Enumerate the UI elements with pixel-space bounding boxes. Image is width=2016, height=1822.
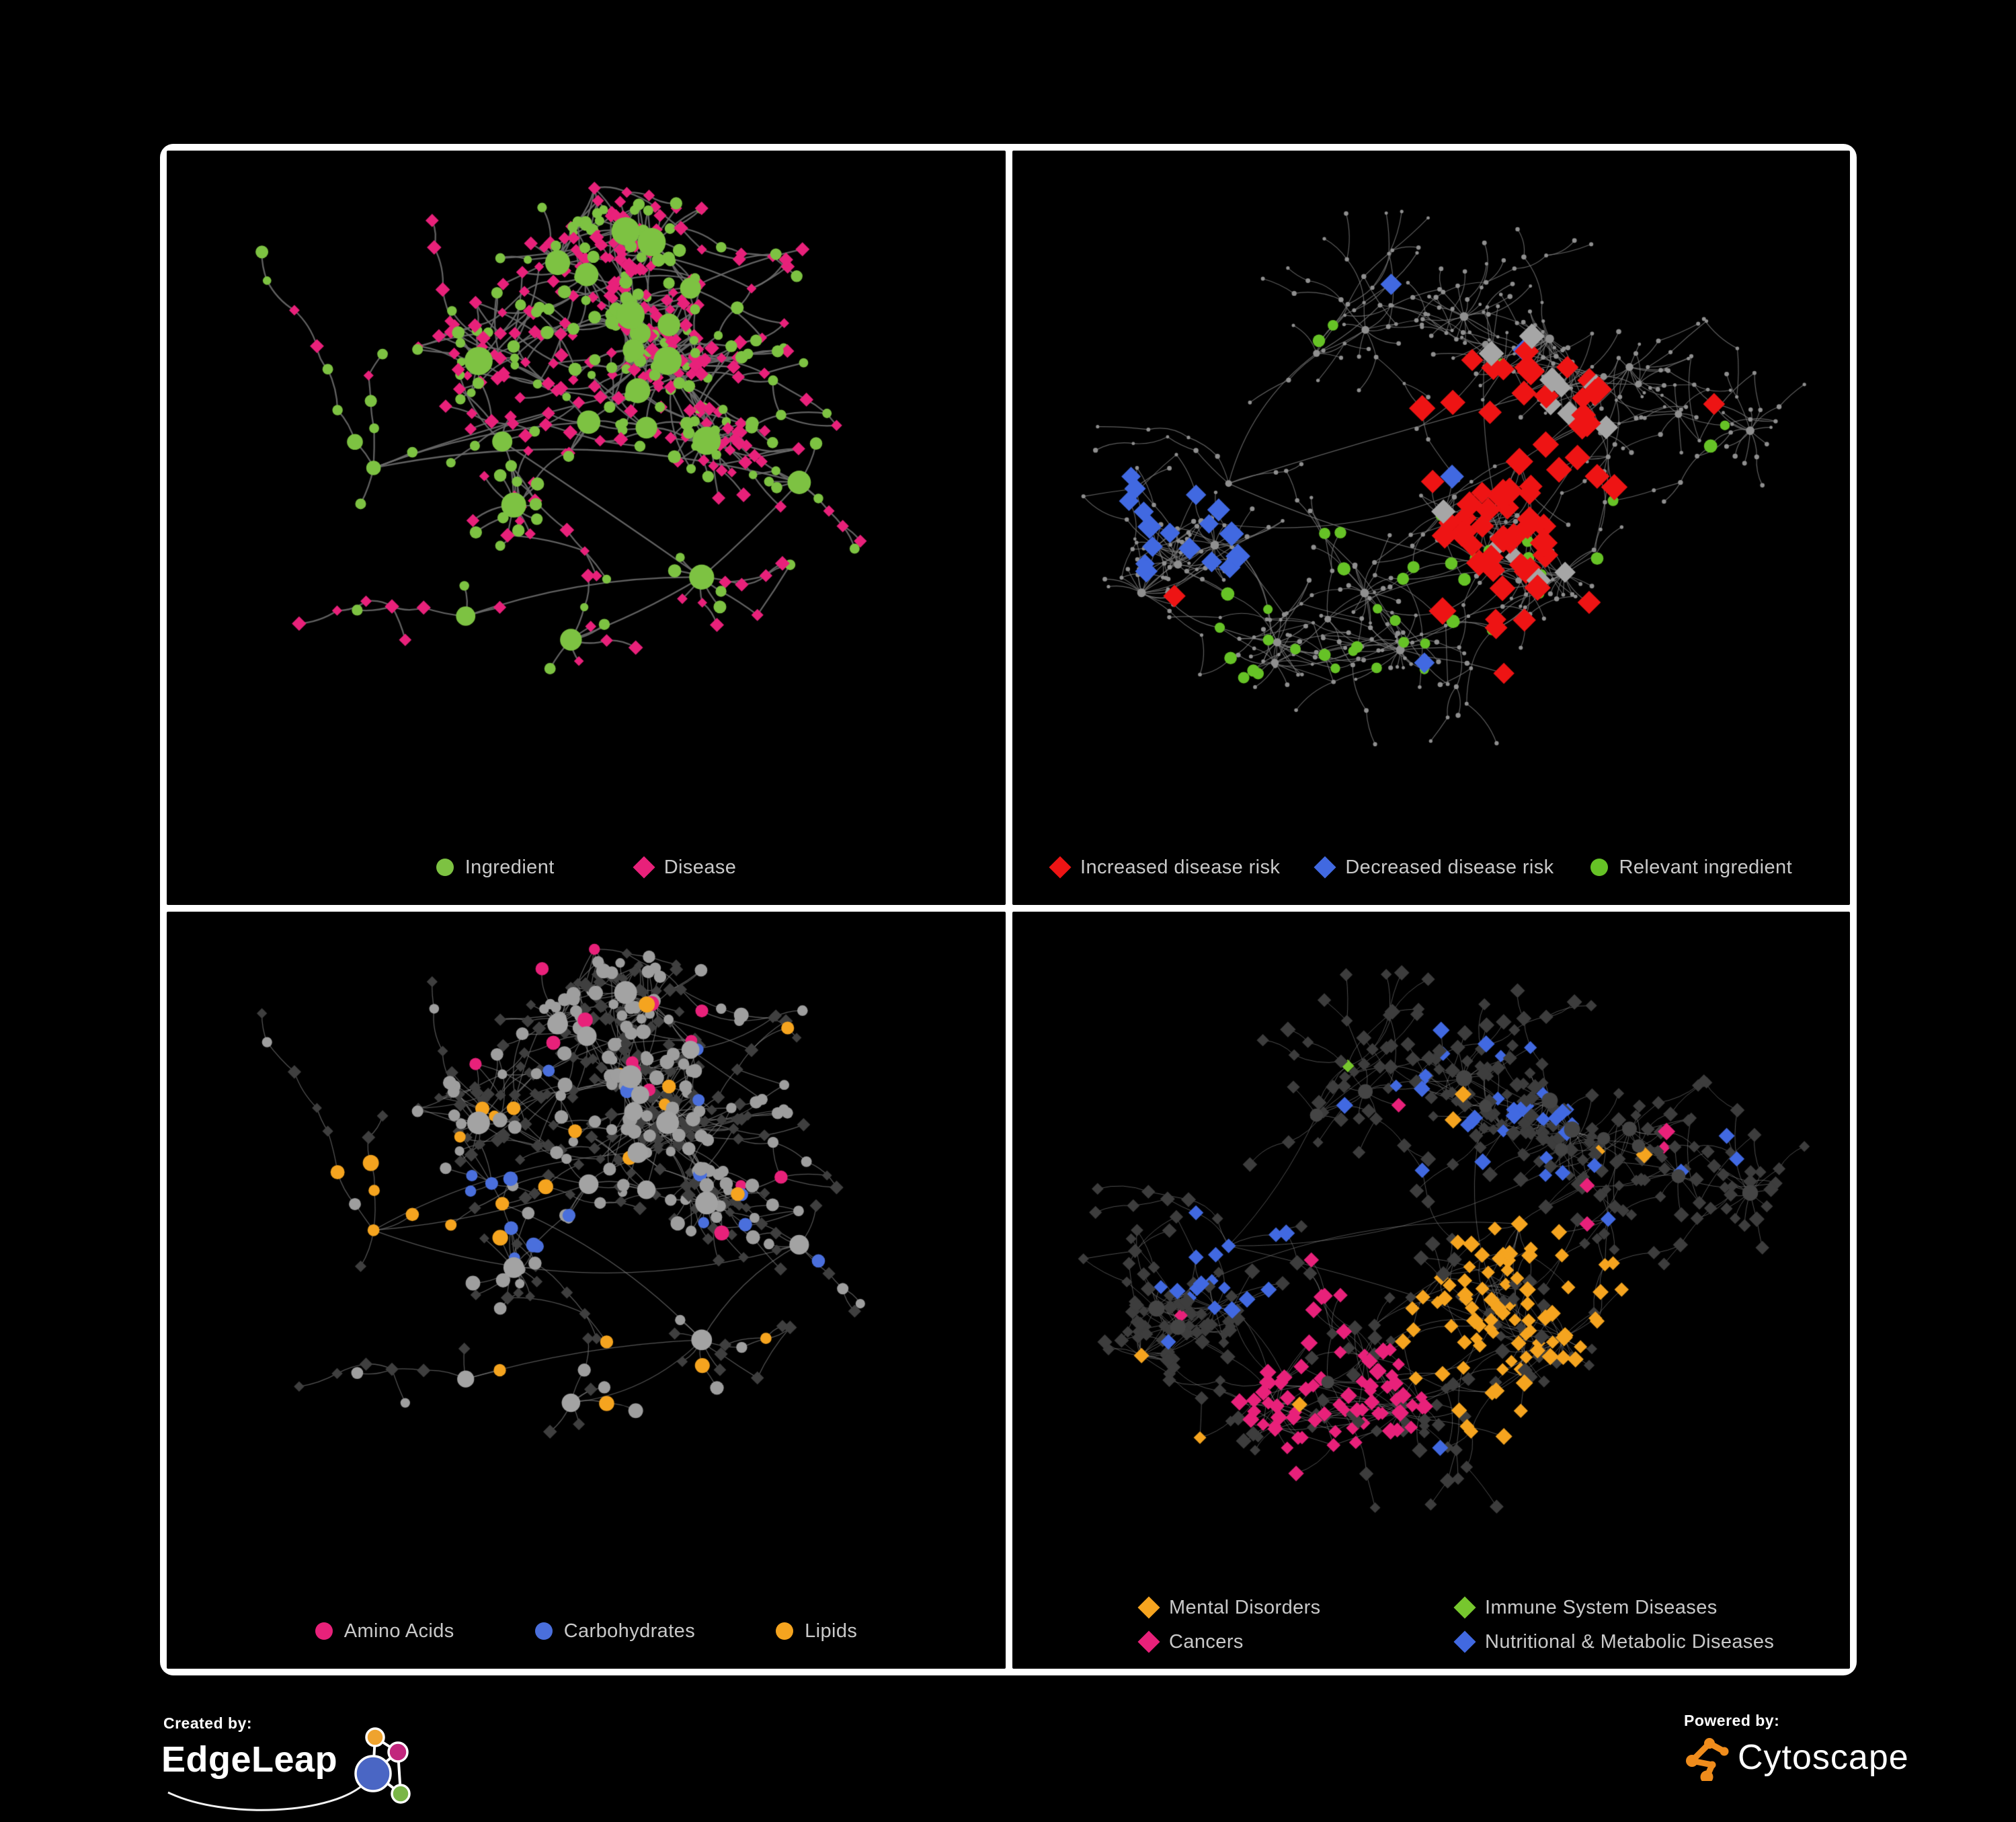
edgeleap-logo	[167, 1727, 411, 1811]
diamond-swatch	[1137, 1596, 1160, 1619]
network-graph-disease-risk	[1012, 151, 1850, 905]
cytoscape-brand: Cytoscape	[1738, 1738, 1909, 1777]
circle-swatch	[315, 1622, 333, 1640]
created-by-label: Created by:	[163, 1714, 253, 1732]
cytoscape-logo	[1686, 1738, 1729, 1781]
legend-item-amino-acids: Amino Acids	[315, 1619, 454, 1643]
edgeleap-node-magenta	[387, 1741, 409, 1763]
legend-item-increased-disease-risk: Increased disease risk	[1049, 855, 1281, 879]
legend-item-disease: Disease	[633, 855, 737, 879]
legend-item-lipids: Lipids	[776, 1619, 857, 1643]
legend-item-nutritional-metabolic-diseases: Nutritional & Metabolic Diseases	[1453, 1630, 1775, 1654]
edgeleap-node-orange	[365, 1727, 385, 1747]
legend-label: Lipids	[805, 1620, 858, 1642]
diamond-swatch	[1049, 856, 1072, 879]
legend-label: Ingredient	[465, 856, 555, 878]
legend-ingredient-disease: Ingredient Disease	[167, 855, 1006, 879]
legend-item-immune-system-diseases: Immune System Diseases	[1453, 1595, 1772, 1620]
legend-label: Mental Disorders	[1169, 1596, 1321, 1618]
legend-item-cancers: Cancers	[1137, 1630, 1456, 1654]
network-graph-ingredient-disease	[167, 151, 1006, 905]
diamond-swatch	[1137, 1630, 1160, 1653]
legend-item-decreased-disease-risk: Decreased disease risk	[1314, 855, 1554, 879]
powered-by-block: Powered by: Cytoscape	[1684, 1712, 1966, 1806]
legend-label: Immune System Diseases	[1485, 1596, 1718, 1618]
edgeleap-node-green	[391, 1784, 411, 1804]
legend-label: Relevant ingredient	[1619, 856, 1793, 878]
legend-item-mental-disorders: Mental Disorders	[1137, 1595, 1456, 1620]
legend-item-relevant-ingredient: Relevant ingredient	[1590, 855, 1792, 879]
legend-label: Increased disease risk	[1080, 856, 1281, 878]
edgeleap-node-blue	[354, 1755, 392, 1792]
network-panel-nutrient-classes: Amino Acids Carbohydrates Lipids	[167, 912, 1006, 1669]
legend-disease-classes: Mental Disorders Immune System Diseases Ca…	[1137, 1595, 1775, 1654]
circle-swatch	[1590, 859, 1608, 876]
legend-label: Nutritional & Metabolic Diseases	[1485, 1630, 1775, 1653]
edgeleap-brand: EdgeLeap	[161, 1739, 338, 1780]
powered-by-label: Powered by:	[1684, 1712, 1780, 1729]
legend-item-carbohydrates: Carbohydrates	[534, 1619, 696, 1643]
created-by-block: Created by: EdgeLeap	[161, 1714, 450, 1822]
network-graph-disease-classes	[1012, 912, 1850, 1669]
panel-grid: Ingredient Disease Increased disease risk…	[160, 144, 1857, 1675]
diamond-swatch	[1453, 1630, 1476, 1653]
diamond-swatch	[633, 856, 655, 879]
legend-label: Decreased disease risk	[1345, 856, 1554, 878]
legend-disease-risk: Increased disease risk Decreased disease …	[1049, 855, 1792, 879]
diamond-swatch	[1453, 1596, 1476, 1619]
legend-nutrient-classes: Amino Acids Carbohydrates Lipids	[167, 1619, 1006, 1643]
legend-label: Cancers	[1169, 1630, 1244, 1653]
network-panel-ingredient-disease: Ingredient Disease	[167, 151, 1006, 905]
network-graph-nutrient-classes	[167, 912, 1006, 1669]
network-panel-disease-classes: Mental Disorders Immune System Diseases Ca…	[1012, 912, 1850, 1669]
legend-item-ingredient: Ingredient	[436, 855, 555, 879]
diamond-swatch	[1314, 856, 1336, 879]
circle-swatch	[534, 1622, 553, 1640]
legend-label: Disease	[663, 856, 737, 878]
circle-swatch	[776, 1622, 794, 1640]
legend-label: Carbohydrates	[563, 1620, 696, 1642]
network-panel-disease-risk: Increased disease risk Decreased disease …	[1012, 151, 1850, 905]
circle-swatch	[436, 859, 454, 876]
legend-label: Amino Acids	[344, 1620, 454, 1642]
